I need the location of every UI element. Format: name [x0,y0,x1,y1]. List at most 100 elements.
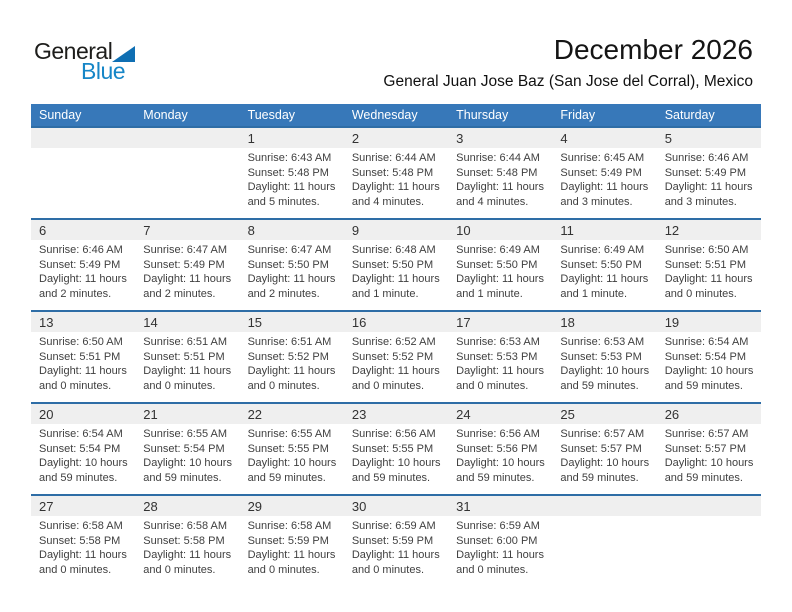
day-cell-15: Sunrise: 6:51 AM Sunset: 5:52 PM Daylight:… [240,332,344,394]
sunset-text: Sunset: 5:51 PM [664,258,747,271]
day-cell-14: Sunrise: 6:51 AM Sunset: 5:51 PM Daylight:… [135,332,239,394]
day-number-band: 20 21 22 23 24 25 26 [31,404,761,424]
daylight-text: Daylight: 10 hours and 59 minutes. [456,457,545,485]
day-number-empty [31,128,135,148]
sunrise-text: Sunrise: 6:51 AM [143,336,228,348]
week-row-body: Sunrise: 6:50 AM Sunset: 5:51 PM Daylight:… [31,332,761,394]
daylight-text: Daylight: 11 hours and 0 minutes. [351,549,440,577]
day-number-26: 26 [664,407,680,422]
daylight-text: Daylight: 11 hours and 0 minutes. [39,549,127,577]
daylight-text: Daylight: 11 hours and 0 minutes. [247,549,336,577]
day-number-8: 8 [247,223,255,238]
day-cell-2: Sunrise: 6:44 AM Sunset: 5:48 PM Daylight:… [344,148,448,210]
sunrise-text: Sunrise: 6:47 AM [143,244,228,256]
sunrise-text: Sunrise: 6:44 AM [456,152,540,164]
sunrise-text: Sunrise: 6:46 AM [664,152,749,164]
sunset-text: Sunset: 5:54 PM [39,442,121,455]
day-number-7: 7 [143,223,151,238]
day-cell-24: Sunrise: 6:56 AM Sunset: 5:56 PM Daylight:… [448,424,552,486]
daylight-text: Daylight: 10 hours and 59 minutes. [664,457,754,485]
sunset-text: Sunset: 5:49 PM [39,258,121,271]
daylight-text: Daylight: 11 hours and 5 minutes. [247,181,336,209]
week-row: 6 7 8 9 10 11 12 Sunrise: 6:46 AM Sunset: 5:49 P… [31,218,761,310]
day-number-empty [657,496,761,516]
sunset-text: Sunset: 5:48 PM [456,166,538,179]
daylight-text: Daylight: 11 hours and 0 minutes. [143,549,232,577]
day-number-3: 3 [456,131,464,146]
sunrise-text: Sunrise: 6:52 AM [351,336,436,348]
sunset-text: Sunset: 5:59 PM [351,534,434,547]
sunrise-text: Sunrise: 6:49 AM [456,244,540,256]
daylight-text: Daylight: 10 hours and 59 minutes. [143,457,232,485]
sunrise-text: Sunrise: 6:44 AM [351,152,436,164]
sunrise-text: Sunrise: 6:51 AM [247,336,332,348]
sunrise-text: Sunrise: 6:57 AM [560,428,645,440]
empty-cell [657,516,761,578]
sunrise-text: Sunrise: 6:53 AM [456,336,540,348]
day-header-sunday: Sunday [39,108,82,122]
day-cell-19: Sunrise: 6:54 AM Sunset: 5:54 PM Daylight:… [657,332,761,394]
daylight-text: Daylight: 10 hours and 59 minutes. [560,365,650,393]
day-header-thursday: Thursday [456,108,509,122]
logo-text-general: General [34,38,113,64]
sunrise-text: Sunrise: 6:58 AM [39,520,123,532]
day-cell-21: Sunrise: 6:55 AM Sunset: 5:54 PM Daylight:… [135,424,239,486]
daylight-text: Daylight: 10 hours and 59 minutes. [39,457,128,485]
day-cell-26: Sunrise: 6:57 AM Sunset: 5:57 PM Daylight:… [657,424,761,486]
day-number-4: 4 [560,131,568,146]
week-row-body: Sunrise: 6:58 AM Sunset: 5:58 PM Daylight:… [31,516,761,578]
day-header-saturday: Saturday [664,108,715,122]
day-cell-12: Sunrise: 6:50 AM Sunset: 5:51 PM Daylight:… [657,240,761,302]
day-number-12: 12 [664,223,680,238]
sunset-text: Sunset: 5:49 PM [560,166,642,179]
sunset-text: Sunset: 5:55 PM [247,442,329,455]
sunrise-text: Sunrise: 6:43 AM [247,152,332,164]
sunrise-text: Sunrise: 6:45 AM [560,152,645,164]
day-number-17: 17 [456,315,471,330]
sunrise-text: Sunrise: 6:49 AM [560,244,645,256]
day-number-9: 9 [351,223,360,238]
day-number-23: 23 [351,407,367,422]
location-subtitle: General Juan Jose Baz (San Jose del Corr… [383,73,753,90]
day-cell-4: Sunrise: 6:45 AM Sunset: 5:49 PM Daylight:… [552,148,656,210]
sunset-text: Sunset: 5:53 PM [560,350,642,363]
sunrise-text: Sunrise: 6:53 AM [560,336,645,348]
day-cell-23: Sunrise: 6:56 AM Sunset: 5:55 PM Daylight:… [344,424,448,486]
day-number-25: 25 [560,407,575,422]
day-number-24: 24 [456,407,471,422]
sunset-text: Sunset: 6:00 PM [456,534,538,547]
sunset-text: Sunset: 5:56 PM [456,442,538,455]
day-header-wednesday: Wednesday [351,108,418,122]
day-cell-16: Sunrise: 6:52 AM Sunset: 5:52 PM Daylight:… [344,332,448,394]
sunrise-text: Sunrise: 6:54 AM [39,428,123,440]
daylight-text: Daylight: 11 hours and 2 minutes. [143,273,232,301]
sunset-text: Sunset: 5:58 PM [143,534,225,547]
week-row: 20 21 22 23 24 25 26 Sunrise: 6:54 AM Sunset: 5:… [31,402,761,494]
day-cell-10: Sunrise: 6:49 AM Sunset: 5:50 PM Daylight:… [448,240,552,302]
day-cell-18: Sunrise: 6:53 AM Sunset: 5:53 PM Daylight:… [552,332,656,394]
sunset-text: Sunset: 5:53 PM [456,350,538,363]
day-cell-6: Sunrise: 6:46 AM Sunset: 5:49 PM Daylight:… [31,240,135,302]
day-number-27: 27 [39,499,54,514]
empty-cell [135,148,239,210]
daylight-text: Daylight: 11 hours and 0 minutes. [456,365,544,393]
week-row: 13 14 15 16 17 18 19 Sunrise: 6:50 AM Sunset: 5:… [31,310,761,402]
week-row-body: Sunrise: 6:43 AM Sunset: 5:48 PM Daylight:… [31,148,761,210]
sunset-text: Sunset: 5:55 PM [351,442,434,455]
day-cell-22: Sunrise: 6:55 AM Sunset: 5:55 PM Daylight:… [240,424,344,486]
day-number-10: 10 [456,223,471,238]
daylight-text: Daylight: 11 hours and 1 minute. [351,273,440,301]
day-cell-5: Sunrise: 6:46 AM Sunset: 5:49 PM Daylight:… [657,148,761,210]
day-number-16: 16 [351,315,367,330]
sunset-text: Sunset: 5:58 PM [39,534,121,547]
day-number-21: 21 [143,407,158,422]
day-header-row: Sunday Monday Tuesday Wednesday Thursday Frid… [31,104,761,126]
daylight-text: Daylight: 11 hours and 3 minutes. [560,181,649,209]
daylight-text: Daylight: 11 hours and 4 minutes. [456,181,544,209]
day-number-5: 5 [664,131,672,146]
sunrise-text: Sunrise: 6:48 AM [351,244,436,256]
logo-text-blue: Blue [81,58,126,84]
day-number-1: 1 [247,131,255,146]
sunrise-text: Sunrise: 6:50 AM [664,244,749,256]
